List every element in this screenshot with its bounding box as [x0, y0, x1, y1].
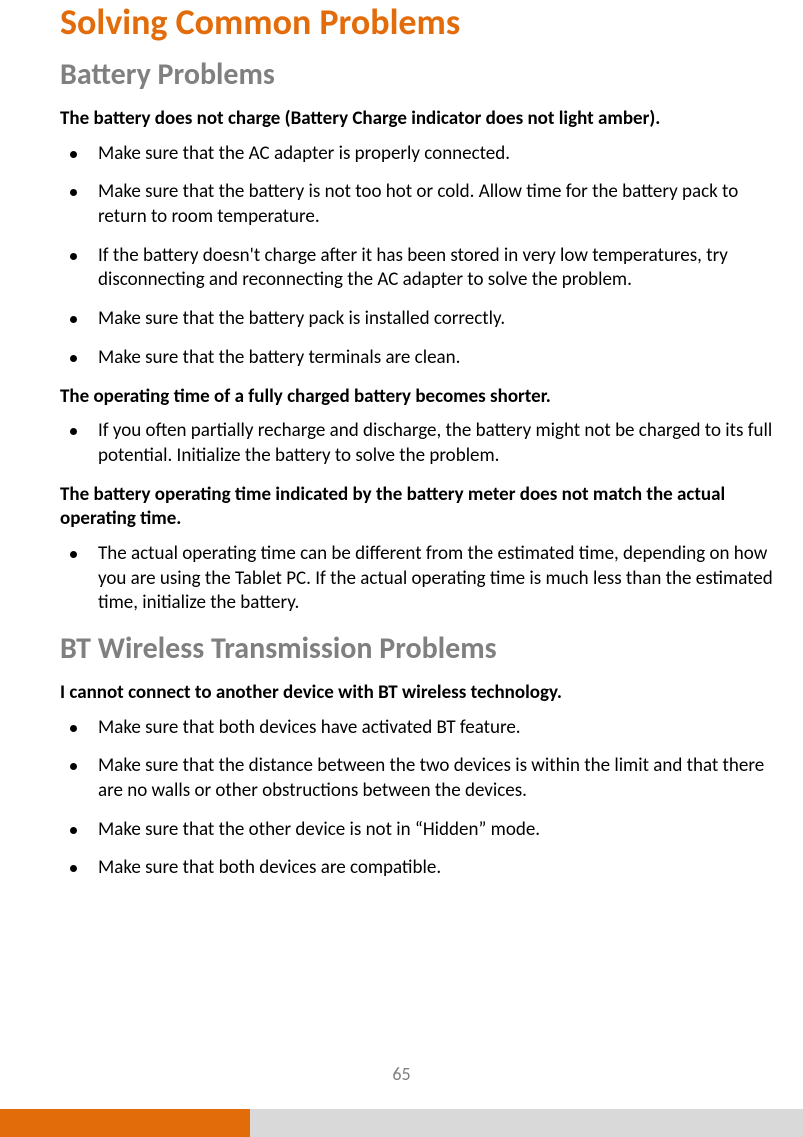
list-item: If the battery doesn't charge after it h… [60, 244, 775, 293]
list-item: Make sure that the battery pack is insta… [60, 307, 775, 332]
footer-bar [0, 1109, 803, 1137]
list-item: Make sure that the battery terminals are… [60, 346, 775, 371]
list-item: If you often partially recharge and disc… [60, 419, 775, 468]
bullet-list: If you often partially recharge and disc… [60, 419, 775, 468]
bullet-list: Make sure that the AC adapter is properl… [60, 142, 775, 371]
list-item: Make sure that the AC adapter is properl… [60, 142, 775, 167]
list-item: Make sure that the other device is not i… [60, 818, 775, 843]
list-item: Make sure that the battery is not too ho… [60, 180, 775, 229]
bullet-list: Make sure that both devices have activat… [60, 716, 775, 881]
problem-title: The battery operating time indicated by … [60, 483, 775, 532]
problem-title: The battery does not charge (Battery Cha… [60, 107, 775, 132]
problem-title: I cannot connect to another device with … [60, 681, 775, 706]
section-heading-bt: BT Wireless Transmission Problems [60, 630, 775, 667]
footer-accent-block [0, 1109, 250, 1137]
list-item: The actual operating time can be differe… [60, 542, 775, 616]
list-item: Make sure that the distance between the … [60, 754, 775, 803]
list-item: Make sure that both devices have activat… [60, 716, 775, 741]
page-title: Solving Common Problems [60, 0, 775, 44]
section-heading-battery: Battery Problems [60, 56, 775, 93]
page-content: Solving Common Problems Battery Problems… [0, 0, 803, 881]
list-item: Make sure that both devices are compatib… [60, 856, 775, 881]
page-number: 65 [0, 1063, 803, 1085]
footer-gray-block [250, 1109, 803, 1137]
problem-title: The operating time of a fully charged ba… [60, 385, 775, 410]
bullet-list: The actual operating time can be differe… [60, 542, 775, 616]
